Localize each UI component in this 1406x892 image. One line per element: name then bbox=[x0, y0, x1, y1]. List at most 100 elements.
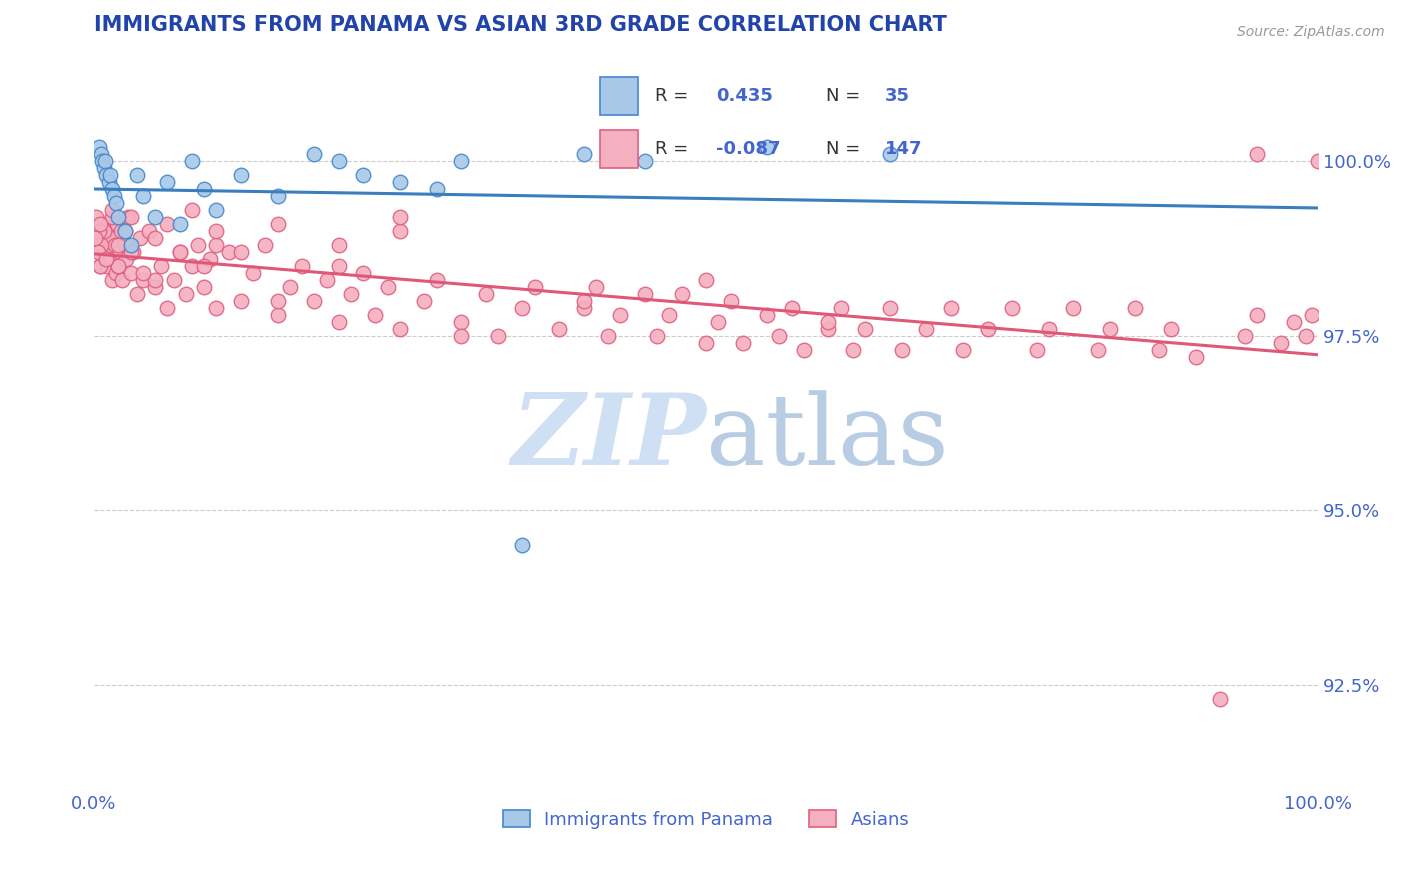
Point bbox=[87, 224, 110, 238]
Point bbox=[103, 188, 125, 202]
Point bbox=[756, 140, 779, 154]
Point bbox=[86, 244, 108, 259]
Point bbox=[645, 328, 668, 343]
Point bbox=[104, 195, 127, 210]
Point bbox=[1282, 315, 1305, 329]
Point bbox=[731, 335, 754, 350]
Point bbox=[266, 293, 288, 308]
Point bbox=[352, 266, 374, 280]
Point bbox=[572, 293, 595, 308]
Point bbox=[98, 168, 121, 182]
Point bbox=[89, 259, 111, 273]
Text: ZIP: ZIP bbox=[510, 390, 706, 486]
Point bbox=[598, 328, 620, 343]
Text: R =: R = bbox=[655, 140, 689, 158]
Point bbox=[132, 188, 155, 202]
Point bbox=[278, 279, 301, 293]
Point bbox=[780, 301, 803, 315]
Point bbox=[548, 321, 571, 335]
Point bbox=[658, 308, 681, 322]
Point bbox=[229, 168, 252, 182]
Point bbox=[101, 202, 124, 217]
Point bbox=[634, 153, 657, 168]
Point bbox=[413, 293, 436, 308]
Point bbox=[180, 153, 202, 168]
Point bbox=[817, 321, 839, 335]
Point bbox=[96, 252, 118, 266]
Point bbox=[671, 286, 693, 301]
Point bbox=[156, 301, 179, 315]
Point bbox=[117, 210, 139, 224]
Point bbox=[512, 538, 534, 552]
Point bbox=[193, 182, 215, 196]
Point bbox=[107, 259, 129, 273]
Point bbox=[756, 308, 779, 322]
Point bbox=[242, 266, 264, 280]
Point bbox=[101, 210, 124, 224]
Point bbox=[125, 168, 148, 182]
Point bbox=[915, 321, 938, 335]
Point bbox=[150, 259, 173, 273]
Point bbox=[143, 273, 166, 287]
Point bbox=[169, 244, 191, 259]
Point bbox=[340, 286, 363, 301]
Point bbox=[315, 273, 337, 287]
Point bbox=[377, 279, 399, 293]
Point bbox=[120, 210, 142, 224]
Point bbox=[162, 273, 184, 287]
Point bbox=[107, 237, 129, 252]
Point bbox=[388, 224, 411, 238]
Point bbox=[1160, 321, 1182, 335]
Point bbox=[695, 273, 717, 287]
Point bbox=[90, 237, 112, 252]
Point bbox=[114, 252, 136, 266]
Text: -0.087: -0.087 bbox=[716, 140, 780, 158]
Point bbox=[1087, 343, 1109, 357]
Point bbox=[304, 146, 326, 161]
Point bbox=[426, 273, 449, 287]
Point bbox=[87, 140, 110, 154]
Point bbox=[90, 146, 112, 161]
Point bbox=[388, 175, 411, 189]
Point bbox=[93, 224, 115, 238]
Point bbox=[695, 335, 717, 350]
Point bbox=[108, 244, 131, 259]
Point bbox=[328, 153, 350, 168]
Point bbox=[90, 244, 112, 259]
Point bbox=[193, 259, 215, 273]
Point bbox=[107, 210, 129, 224]
Point bbox=[169, 217, 191, 231]
Point bbox=[156, 175, 179, 189]
Text: R =: R = bbox=[655, 87, 689, 105]
Point bbox=[1038, 321, 1060, 335]
Point bbox=[110, 224, 132, 238]
Point bbox=[122, 244, 145, 259]
Text: 35: 35 bbox=[886, 87, 910, 105]
Point bbox=[830, 301, 852, 315]
Text: Source: ZipAtlas.com: Source: ZipAtlas.com bbox=[1237, 25, 1385, 39]
Point bbox=[939, 301, 962, 315]
Point bbox=[205, 237, 228, 252]
Point bbox=[890, 343, 912, 357]
Point bbox=[1246, 308, 1268, 322]
Point bbox=[114, 224, 136, 238]
Point bbox=[634, 286, 657, 301]
Point bbox=[254, 237, 277, 252]
Point bbox=[1001, 301, 1024, 315]
Point bbox=[512, 301, 534, 315]
Point bbox=[793, 343, 815, 357]
Point bbox=[486, 328, 509, 343]
Point bbox=[87, 224, 110, 238]
Point bbox=[879, 146, 901, 161]
Point bbox=[96, 259, 118, 273]
Text: atlas: atlas bbox=[706, 390, 949, 485]
Point bbox=[1147, 343, 1170, 357]
Point bbox=[388, 321, 411, 335]
Point bbox=[328, 259, 350, 273]
Point bbox=[291, 259, 314, 273]
Point bbox=[143, 231, 166, 245]
FancyBboxPatch shape bbox=[600, 130, 638, 169]
Point bbox=[94, 153, 117, 168]
Point bbox=[86, 237, 108, 252]
Point bbox=[1270, 335, 1292, 350]
